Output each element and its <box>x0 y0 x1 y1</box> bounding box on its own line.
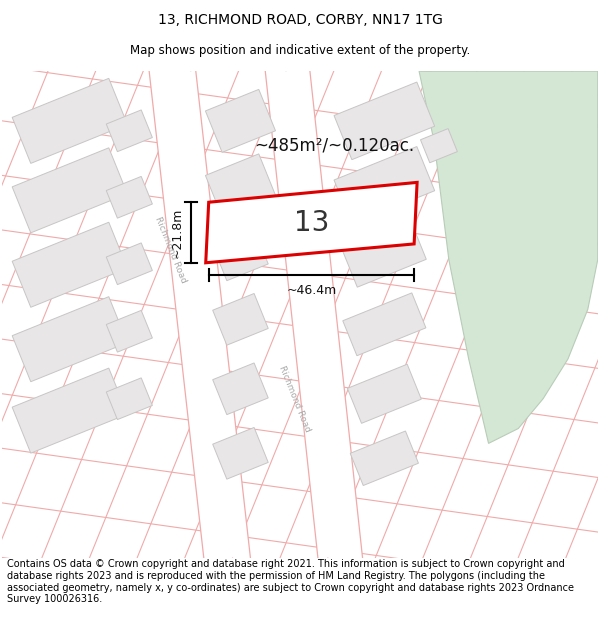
Polygon shape <box>106 110 152 152</box>
Polygon shape <box>212 229 268 281</box>
Text: Map shows position and indicative extent of the property.: Map shows position and indicative extent… <box>130 44 470 57</box>
Polygon shape <box>334 146 434 224</box>
Polygon shape <box>334 82 434 159</box>
Polygon shape <box>350 431 418 486</box>
Polygon shape <box>343 222 426 287</box>
Polygon shape <box>343 293 426 356</box>
Polygon shape <box>106 176 152 218</box>
Polygon shape <box>12 148 127 233</box>
Polygon shape <box>265 71 362 558</box>
Polygon shape <box>205 89 275 152</box>
Text: ~21.8m: ~21.8m <box>170 208 184 258</box>
Text: 13, RICHMOND ROAD, CORBY, NN17 1TG: 13, RICHMOND ROAD, CORBY, NN17 1TG <box>158 13 442 27</box>
Polygon shape <box>106 378 152 419</box>
Text: 13: 13 <box>294 209 329 237</box>
Polygon shape <box>106 243 152 284</box>
Polygon shape <box>12 78 127 163</box>
Polygon shape <box>12 222 127 308</box>
Polygon shape <box>149 71 250 558</box>
Polygon shape <box>106 311 152 352</box>
Polygon shape <box>205 154 275 217</box>
Polygon shape <box>212 294 268 345</box>
Text: ~485m²/~0.120ac.: ~485m²/~0.120ac. <box>254 137 415 154</box>
Polygon shape <box>12 297 127 382</box>
Polygon shape <box>12 368 127 453</box>
Text: Richmond Road: Richmond Road <box>154 216 188 284</box>
Text: Contains OS data © Crown copyright and database right 2021. This information is : Contains OS data © Crown copyright and d… <box>7 559 574 604</box>
Polygon shape <box>206 182 417 262</box>
Polygon shape <box>419 71 598 443</box>
Polygon shape <box>347 364 421 423</box>
Text: ~46.4m: ~46.4m <box>286 284 337 297</box>
Polygon shape <box>421 129 457 162</box>
Text: Richmond Road: Richmond Road <box>278 364 313 433</box>
Polygon shape <box>212 428 268 479</box>
Polygon shape <box>212 363 268 414</box>
